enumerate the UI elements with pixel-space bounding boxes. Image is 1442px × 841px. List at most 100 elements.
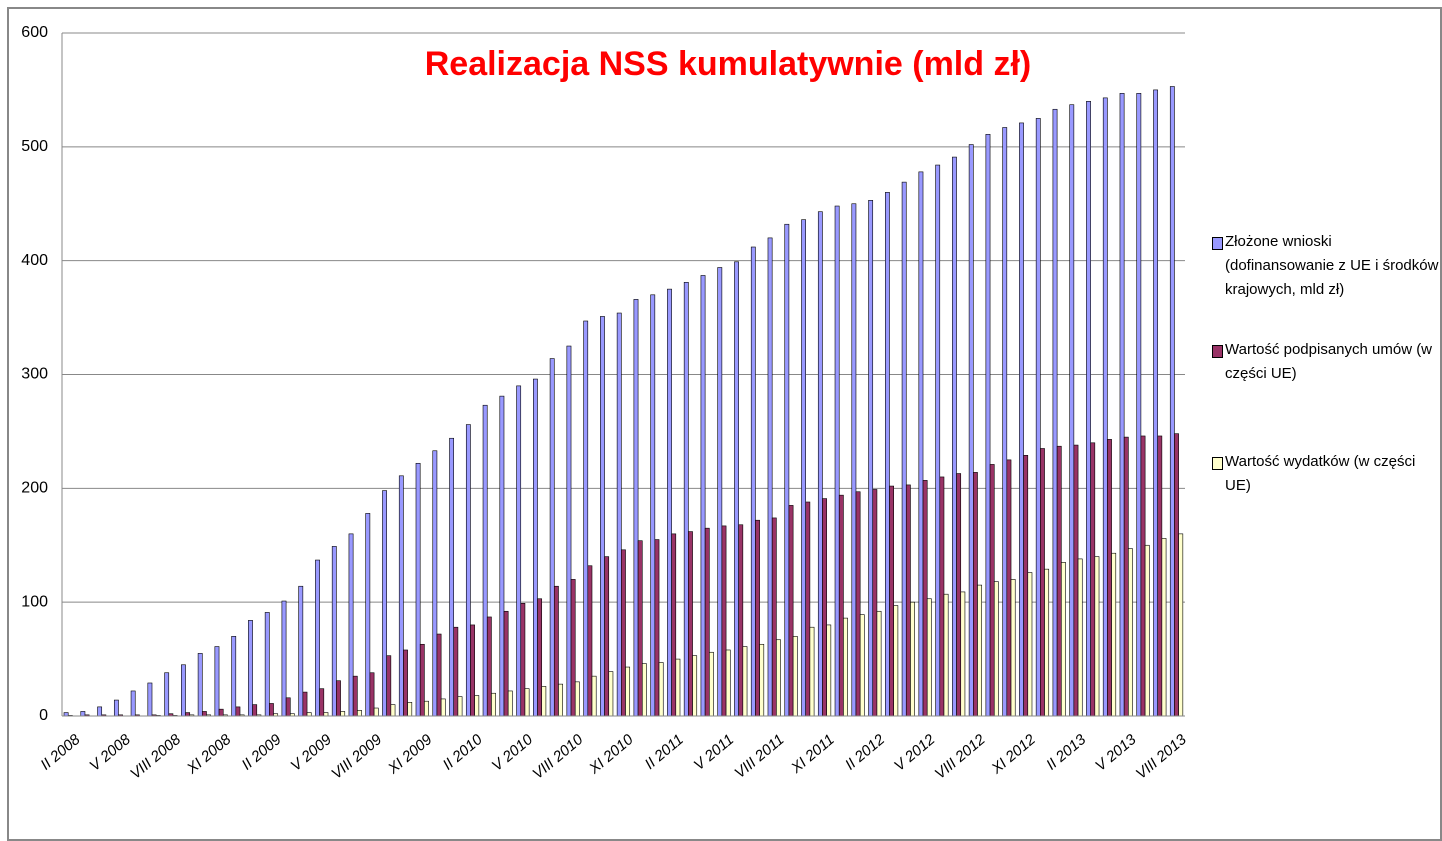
bar bbox=[985, 134, 991, 717]
bar bbox=[750, 246, 756, 717]
bar bbox=[1090, 442, 1096, 717]
bar bbox=[432, 450, 438, 717]
bar bbox=[1128, 548, 1133, 717]
bar bbox=[382, 490, 387, 717]
bar bbox=[977, 584, 983, 717]
bar bbox=[683, 281, 689, 717]
bar bbox=[1144, 544, 1150, 717]
bar bbox=[621, 549, 626, 717]
bar bbox=[1073, 444, 1079, 717]
bar bbox=[633, 299, 639, 717]
bar bbox=[784, 223, 790, 717]
bar bbox=[1040, 448, 1045, 717]
x-tick-label: II 2009 bbox=[239, 731, 286, 774]
bar bbox=[604, 556, 610, 717]
frame bbox=[7, 7, 1442, 841]
bar bbox=[658, 662, 664, 717]
bar bbox=[834, 205, 840, 717]
bar bbox=[403, 649, 408, 717]
bar bbox=[390, 704, 396, 717]
x-tick-label: V 2009 bbox=[288, 731, 336, 775]
bar bbox=[675, 658, 681, 717]
bar bbox=[549, 358, 555, 717]
bar bbox=[822, 498, 827, 717]
y-tick-label: 600 bbox=[21, 24, 48, 41]
bar bbox=[1023, 455, 1029, 717]
bar bbox=[1157, 435, 1163, 717]
bar bbox=[901, 181, 907, 717]
legend-label: Wartość podpisanych umów (w części UE) bbox=[1225, 341, 1433, 382]
bar bbox=[1056, 445, 1062, 717]
bar bbox=[709, 651, 714, 717]
x-tick-label: II 2011 bbox=[642, 731, 687, 773]
x-tick-label: II 2013 bbox=[1043, 731, 1090, 774]
bar bbox=[759, 643, 765, 717]
bar bbox=[1178, 533, 1184, 717]
bar bbox=[80, 711, 86, 717]
bar bbox=[704, 527, 710, 717]
bar bbox=[973, 472, 978, 717]
x-tick-label: V 2011 bbox=[691, 731, 738, 774]
bar bbox=[889, 485, 894, 717]
x-tick-label: XI 2009 bbox=[384, 731, 436, 778]
bar bbox=[1027, 572, 1033, 717]
bar bbox=[533, 378, 538, 717]
bar bbox=[1119, 93, 1125, 717]
bar bbox=[817, 211, 823, 717]
bar bbox=[97, 706, 103, 717]
bar bbox=[470, 624, 475, 717]
bar bbox=[336, 680, 341, 717]
bar bbox=[583, 320, 589, 717]
bar bbox=[637, 540, 643, 717]
x-tick-label: V 2012 bbox=[891, 731, 939, 775]
bar bbox=[398, 475, 404, 717]
bar bbox=[738, 524, 744, 717]
bar bbox=[524, 688, 530, 717]
bar bbox=[1069, 104, 1075, 717]
x-tick-label: VIII 2011 bbox=[731, 731, 787, 782]
bar bbox=[1094, 556, 1100, 717]
bar bbox=[285, 697, 291, 717]
bar bbox=[373, 707, 379, 717]
bar bbox=[516, 385, 522, 717]
bar bbox=[1010, 579, 1016, 717]
bar bbox=[851, 203, 857, 717]
bar bbox=[1169, 86, 1175, 717]
x-tick-label: VIII 2013 bbox=[1133, 731, 1190, 783]
bar bbox=[319, 688, 325, 717]
bar bbox=[826, 624, 832, 717]
bar bbox=[876, 610, 882, 717]
bar bbox=[1153, 89, 1158, 717]
legend-swatch bbox=[1212, 457, 1223, 470]
bar bbox=[1102, 97, 1108, 717]
bar bbox=[369, 672, 375, 717]
bar bbox=[1086, 101, 1091, 717]
bar bbox=[503, 610, 509, 717]
bar bbox=[1077, 558, 1083, 717]
bar bbox=[855, 491, 861, 717]
bar bbox=[130, 690, 136, 717]
bar bbox=[616, 312, 622, 717]
bar bbox=[566, 345, 572, 717]
bar bbox=[181, 664, 186, 717]
bar bbox=[968, 144, 974, 717]
bar bbox=[625, 666, 631, 717]
bar bbox=[1035, 118, 1041, 717]
bar bbox=[905, 484, 911, 717]
y-tick-label: 500 bbox=[21, 138, 48, 155]
bar bbox=[654, 539, 660, 717]
bar bbox=[499, 395, 505, 717]
bar bbox=[1161, 538, 1167, 717]
bar bbox=[1111, 552, 1117, 717]
bar bbox=[884, 192, 890, 717]
y-tick-label: 400 bbox=[21, 252, 48, 269]
bar bbox=[164, 672, 170, 717]
y-tick-label: 0 bbox=[39, 707, 48, 724]
bar bbox=[591, 675, 597, 717]
bar bbox=[943, 593, 949, 717]
x-tick-label: XI 2008 bbox=[183, 731, 235, 778]
legend-label: Złożone wnioski (dofinansowanie z UE i ś… bbox=[1225, 233, 1439, 298]
bar bbox=[574, 681, 580, 717]
bar bbox=[922, 480, 928, 717]
